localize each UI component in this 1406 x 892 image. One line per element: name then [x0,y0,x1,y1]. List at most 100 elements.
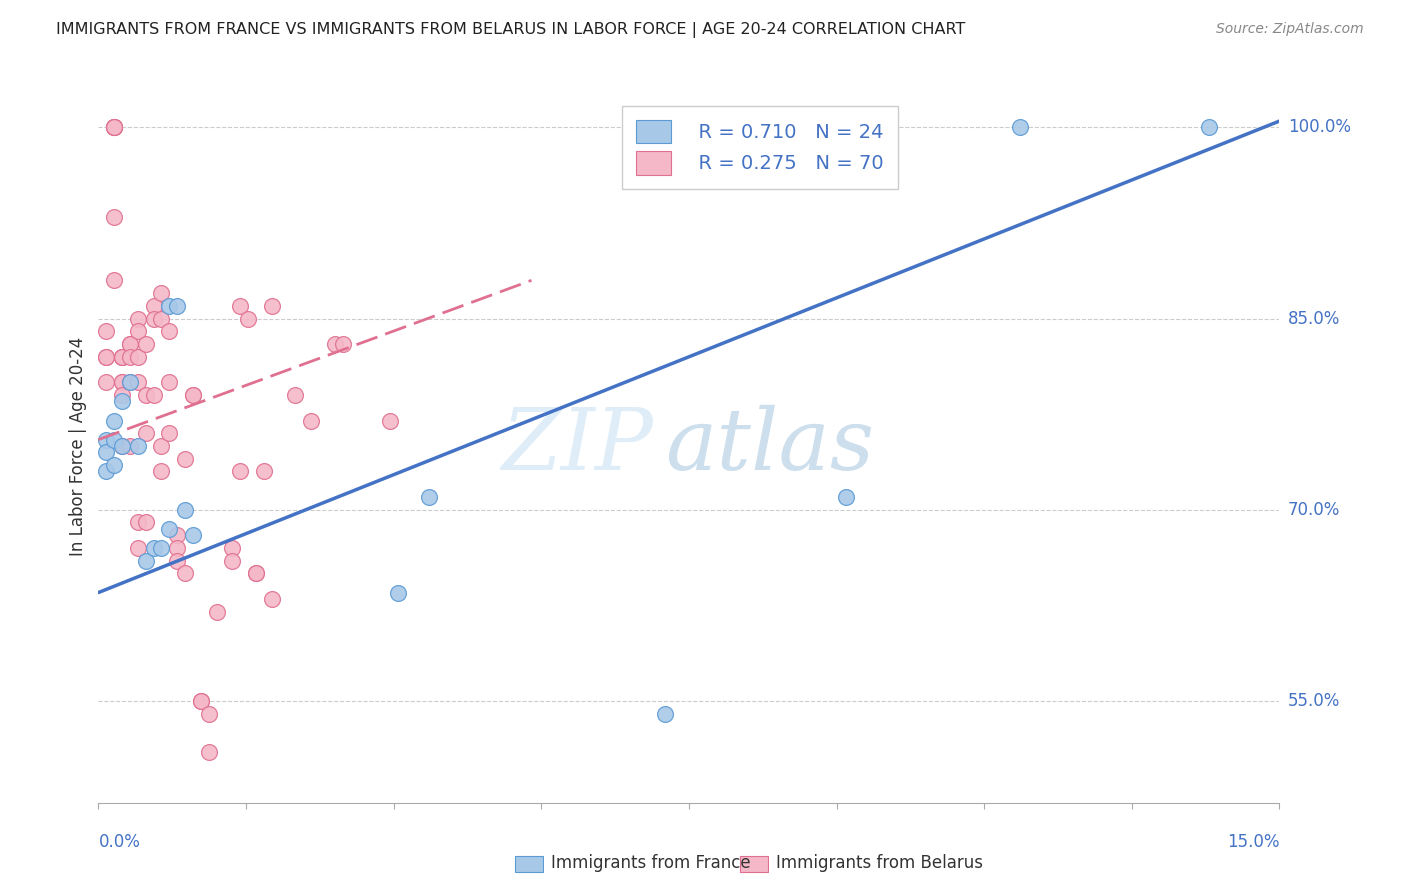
Point [418,490,440,504]
Point [118,376,141,390]
Point [157,522,180,536]
Point [166,554,188,568]
Point [111,388,134,402]
Point [142,299,165,313]
Point [135,426,157,441]
Point [1198,120,1220,135]
Point [245,566,267,581]
Point [245,566,267,581]
Point [166,528,188,542]
Point [127,311,149,326]
Point [127,376,149,390]
Point [103,120,125,135]
Text: 100.0%: 100.0% [1288,119,1351,136]
Point [135,554,157,568]
Point [221,554,243,568]
Point [157,426,180,441]
Point [118,439,141,453]
Point [654,706,676,721]
Point [111,394,134,409]
Point [96,350,118,364]
Point [135,337,157,351]
Point [150,465,173,479]
Point [150,439,173,453]
Point [103,210,125,224]
Point [96,350,118,364]
Point [142,388,165,402]
Point [103,120,125,135]
Point [190,694,212,708]
Point [111,376,134,390]
Point [96,445,118,459]
Point [378,413,401,427]
Text: Source: ZipAtlas.com: Source: ZipAtlas.com [1216,22,1364,37]
Point [111,350,134,364]
Point [111,350,134,364]
Point [118,337,141,351]
Point [150,311,173,326]
Point [166,299,188,313]
Point [835,490,858,504]
Point [103,120,125,135]
Point [103,273,125,287]
Point [127,324,149,338]
Point [166,541,188,555]
Point [111,439,134,453]
Legend:   R = 0.710   N = 24,   R = 0.275   N = 70: R = 0.710 N = 24, R = 0.275 N = 70 [621,106,897,188]
Point [96,376,118,390]
Point [323,337,346,351]
Point [118,337,141,351]
Text: ZIP: ZIP [502,405,654,487]
Point [197,745,219,759]
Point [103,433,125,447]
Point [103,120,125,135]
Point [221,541,243,555]
Point [111,439,134,453]
Point [142,541,165,555]
Bar [740,856,768,872]
Bar [515,856,543,872]
Text: 85.0%: 85.0% [1288,310,1340,327]
Text: 55.0%: 55.0% [1288,692,1340,710]
Point [142,311,165,326]
Text: 0.0%: 0.0% [98,833,141,851]
Point [236,311,259,326]
Point [190,694,212,708]
Point [127,439,149,453]
Point [118,350,141,364]
Point [118,376,141,390]
Point [150,286,173,301]
Point [332,337,354,351]
Point [127,350,149,364]
Point [96,324,118,338]
Point [157,324,180,338]
Text: Immigrants from France: Immigrants from France [551,855,751,872]
Point [229,465,252,479]
Text: IMMIGRANTS FROM FRANCE VS IMMIGRANTS FROM BELARUS IN LABOR FORCE | AGE 20-24 COR: IMMIGRANTS FROM FRANCE VS IMMIGRANTS FRO… [56,22,966,38]
Point [174,451,197,466]
Point [253,465,276,479]
Point [260,299,283,313]
Point [284,388,307,402]
Point [260,591,283,606]
Point [299,413,322,427]
Point [174,566,197,581]
Point [127,541,149,555]
Text: 70.0%: 70.0% [1288,500,1340,519]
Y-axis label: In Labor Force | Age 20-24: In Labor Force | Age 20-24 [69,336,87,556]
Point [229,299,252,313]
Point [127,516,149,530]
Point [157,376,180,390]
Text: 15.0%: 15.0% [1227,833,1279,851]
Point [111,376,134,390]
Point [103,120,125,135]
Point [103,413,125,427]
Point [181,528,204,542]
Point [150,541,173,555]
Point [96,465,118,479]
Point [157,299,180,313]
Point [135,388,157,402]
Point [1008,120,1031,135]
Point [174,502,197,516]
Point [205,605,228,619]
